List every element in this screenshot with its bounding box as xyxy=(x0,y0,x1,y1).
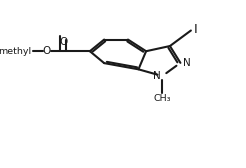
Text: O: O xyxy=(59,37,67,47)
Text: O: O xyxy=(43,46,51,56)
Text: N: N xyxy=(183,58,191,68)
Text: N: N xyxy=(153,71,160,81)
Text: I: I xyxy=(194,24,198,36)
Text: methyl: methyl xyxy=(0,47,31,56)
Text: CH₃: CH₃ xyxy=(154,94,171,103)
